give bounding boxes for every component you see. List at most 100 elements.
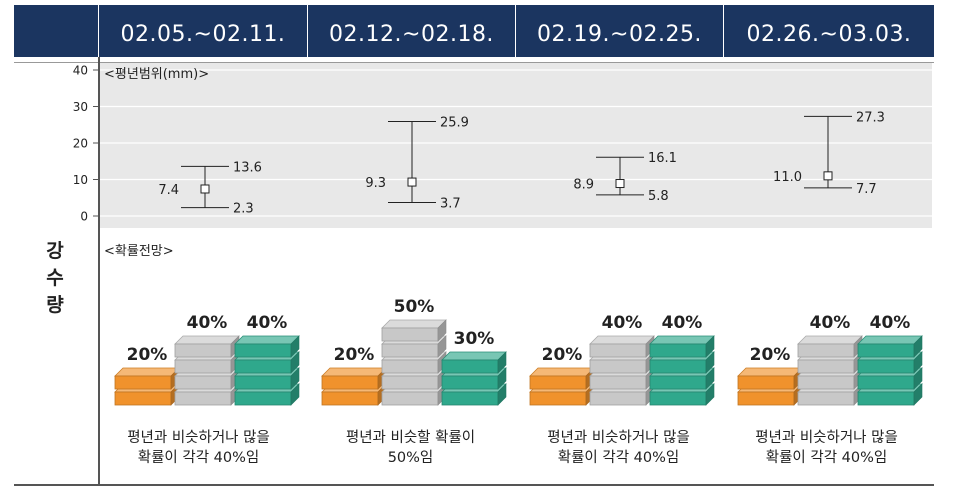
prob-slab-normal-face (381, 327, 439, 342)
range-low-label: 5.8 (648, 189, 669, 204)
range-high-label: 13.6 (233, 160, 262, 175)
prob-slab-above-face (441, 391, 499, 406)
range-low-label: 7.7 (856, 182, 877, 197)
side-label-char: 강 (46, 240, 64, 262)
prob-label-above: 30% (454, 329, 495, 349)
prob-slab-normal-face (589, 359, 647, 374)
prob-slab-above-face (649, 375, 707, 390)
prob-label-above: 40% (247, 313, 288, 333)
range-chart-title: <평년범위(mm)> (104, 67, 210, 82)
prob-slab-above-side (913, 367, 923, 390)
prob-slab-above-face (234, 375, 292, 390)
prob-slab-above-side (497, 367, 507, 390)
prob-slab-above-side (913, 351, 923, 374)
prob-slab-below-top (321, 367, 387, 377)
prob-slab-normal-face (174, 343, 232, 358)
prob-slab-below-face (737, 391, 795, 406)
prob-slab-above-side (497, 351, 507, 374)
prob-slab-normal-top (381, 319, 447, 329)
prob-label-normal: 40% (810, 313, 851, 333)
prob-slab-below-face (529, 391, 587, 406)
prob-slab-above-side (705, 383, 715, 406)
range-center-marker (823, 171, 833, 181)
prob-slab-normal-top (797, 335, 863, 345)
prob-slab-below-face (114, 391, 172, 406)
prob-slab-above-top (649, 335, 715, 345)
plot-background (100, 63, 932, 228)
caption-line: 50%임 (387, 450, 434, 466)
header-underline (14, 62, 934, 63)
range-center-label: 9.3 (365, 176, 386, 191)
side-label-char: 수 (46, 267, 64, 289)
caption-week-3: 평년과 비슷하거나 많을 확률이 각각 40%임 (516, 428, 721, 468)
prob-slab-normal-face (381, 375, 439, 390)
prob-slab-below-top (737, 367, 803, 377)
range-high-label: 16.1 (648, 151, 677, 166)
prob-slab-above-side (497, 383, 507, 406)
y-tick-label: 20 (73, 137, 88, 151)
prob-slab-normal-face (797, 375, 855, 390)
prob-slab-below-face (529, 375, 587, 390)
prob-slab-below-face (114, 375, 172, 390)
prob-slab-above-face (857, 343, 915, 358)
prob-slab-normal-top (589, 335, 655, 345)
prob-slab-normal-face (381, 391, 439, 406)
prob-slab-normal-face (174, 391, 232, 406)
prob-label-below: 20% (542, 345, 583, 365)
prob-label-above: 40% (662, 313, 703, 333)
prob-slab-above-face (649, 359, 707, 374)
y-tick-label: 40 (73, 64, 88, 78)
prob-label-normal: 40% (187, 313, 228, 333)
caption-line: 확률이 각각 40%임 (765, 450, 888, 466)
range-center-marker (200, 184, 210, 194)
caption-week-4: 평년과 비슷하거나 많을 확률이 각각 40%임 (724, 428, 929, 468)
section-divider (98, 57, 100, 485)
range-center-label: 8.9 (573, 178, 594, 193)
prob-slab-above-top (857, 335, 923, 345)
range-high-label: 27.3 (856, 110, 885, 125)
y-tick-label: 0 (80, 210, 88, 224)
prob-slab-above-side (705, 335, 715, 358)
caption-line: 평년과 비슷하거나 많을 (127, 430, 270, 446)
precipitation-label: 강 수 량 (40, 238, 70, 319)
side-label-char: 량 (46, 294, 64, 316)
prob-slab-below-face (737, 375, 795, 390)
range-high-label: 25.9 (440, 115, 469, 130)
prob-slab-normal-face (797, 343, 855, 358)
prob-slab-above-side (290, 383, 300, 406)
prob-slab-above-face (234, 343, 292, 358)
caption-line: 평년과 비슷하거나 많을 (547, 430, 690, 446)
caption-line: 확률이 각각 40%임 (557, 450, 680, 466)
prob-slab-below-top (114, 367, 180, 377)
prob-slab-above-side (705, 367, 715, 390)
caption-line: 평년과 비슷할 확률이 (345, 430, 476, 446)
prob-label-below: 20% (334, 345, 375, 365)
prob-slab-normal-face (381, 343, 439, 358)
prob-slab-above-side (913, 335, 923, 358)
range-center-marker (615, 179, 625, 189)
prob-label-normal: 50% (394, 297, 435, 317)
prob-slab-above-side (290, 351, 300, 374)
prob-slab-above-top (441, 351, 507, 361)
prob-slab-above-side (290, 367, 300, 390)
week-header-3: 02.19.~02.25. (515, 5, 723, 57)
prob-slab-above-face (649, 391, 707, 406)
range-low-label: 2.3 (233, 202, 254, 217)
prob-slab-above-side (913, 383, 923, 406)
caption-line: 확률이 각각 40%임 (137, 450, 260, 466)
prob-slab-above-face (857, 375, 915, 390)
prob-slab-normal-side (437, 319, 447, 342)
prob-slab-below-top (529, 367, 595, 377)
prob-slab-above-face (857, 359, 915, 374)
y-tick-label: 30 (73, 100, 88, 114)
week-header-1: 02.05.~02.11. (98, 5, 307, 57)
prob-slab-above-top (234, 335, 300, 345)
probability-title: <확률전망> (104, 244, 174, 259)
prob-slab-normal-face (174, 375, 232, 390)
prob-label-below: 20% (750, 345, 791, 365)
week-header-2: 02.12.~02.18. (307, 5, 515, 57)
prob-slab-above-face (857, 391, 915, 406)
prob-slab-normal-face (174, 359, 232, 374)
prob-slab-below-face (321, 391, 379, 406)
